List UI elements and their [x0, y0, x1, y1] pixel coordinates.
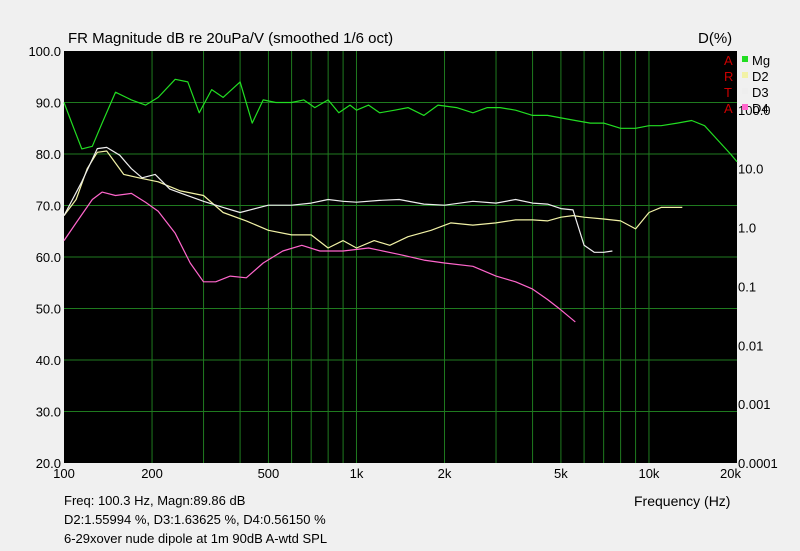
cursor-readout-distortion: D2:1.55994 %, D3:1.63625 %, D4:0.56150 % — [64, 512, 326, 527]
y-tick-label: 20.0 — [36, 456, 61, 471]
y2-tick-label: 10.0 — [738, 162, 763, 177]
x-tick-label: 2k — [438, 466, 452, 481]
y2-tick-label: 0.001 — [738, 397, 771, 412]
x-tick-label: 10k — [638, 466, 659, 481]
x-tick-label: 1k — [350, 466, 364, 481]
y-tick-label: 70.0 — [36, 199, 61, 214]
x-tick-label: 100 — [53, 466, 75, 481]
series-line-d3 — [63, 146, 613, 253]
x-tick-label: 500 — [258, 466, 280, 481]
legend-label-mg: Mg — [752, 53, 770, 68]
y2-tick-label: 0.01 — [738, 338, 763, 353]
y2-tick-label: 1.0 — [738, 221, 756, 236]
y-tick-label: 60.0 — [36, 250, 61, 265]
tick-labels: 20.0 30.0 40.0 50.0 60.0 70.0 80.0 90.0 100.0 0.0… — [28, 44, 777, 481]
x-axis-label: Frequency (Hz) — [634, 493, 731, 509]
grid-lines — [64, 51, 737, 463]
measurement-caption: 6-29xover nude dipole at 1m 90dB A-wtd S… — [64, 531, 328, 546]
y-tick-label: 50.0 — [36, 302, 61, 317]
x-tick-label: 5k — [554, 466, 568, 481]
legend-label-d3: D3 — [752, 85, 769, 100]
watermark-letter: R — [724, 69, 733, 84]
legend-label-d4: D4 — [752, 101, 769, 116]
series-layer — [63, 78, 738, 323]
x-tick-label: 20k — [720, 466, 741, 481]
y-tick-label: 100.0 — [28, 44, 61, 59]
legend-swatch-d3 — [742, 88, 748, 94]
y-tick-label: 90.0 — [36, 96, 61, 111]
y-tick-label: 40.0 — [36, 353, 61, 368]
watermark-letter: A — [724, 101, 733, 116]
watermark-letter: A — [724, 53, 733, 68]
watermark-letter: T — [724, 85, 732, 100]
x-tick-label: 200 — [141, 466, 163, 481]
series-line-mg — [63, 78, 738, 163]
right-axis-title: D(%) — [698, 30, 733, 47]
cursor-readout-magnitude: Freq: 100.3 Hz, Magn:89.86 dB — [64, 493, 246, 508]
legend-swatch-d2 — [742, 72, 748, 78]
series-line-d4 — [63, 191, 576, 323]
series-line-d2 — [63, 150, 683, 249]
legend-label-d2: D2 — [752, 69, 769, 84]
y-tick-label: 30.0 — [36, 405, 61, 420]
chart-title: FR Magnitude dB re 20uPa/V (smoothed 1/6… — [68, 30, 394, 47]
y-tick-label: 80.0 — [36, 147, 61, 162]
legend-swatch-d4 — [742, 104, 748, 110]
y2-tick-label: 0.0001 — [738, 456, 778, 471]
legend-swatch-mg — [742, 56, 748, 62]
y2-tick-label: 0.1 — [738, 279, 756, 294]
